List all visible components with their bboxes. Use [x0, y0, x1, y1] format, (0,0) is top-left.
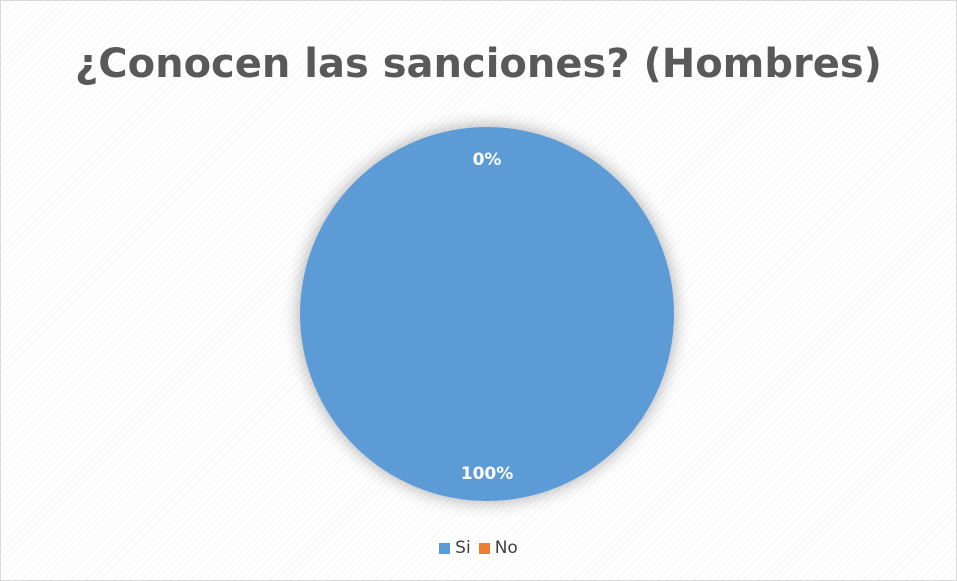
legend-item-no: No — [478, 538, 518, 558]
legend-label-si: Si — [455, 538, 471, 558]
data-label-no: 0% — [473, 150, 502, 170]
legend-swatch-si — [439, 542, 451, 554]
legend: Si No — [1, 538, 956, 558]
pie-slice-si — [300, 127, 674, 501]
legend-item-si: Si — [439, 538, 471, 558]
legend-label-no: No — [494, 538, 518, 558]
legend-swatch-no — [478, 542, 490, 554]
chart-title: ¿Conocen las sanciones? (Hombres) — [75, 41, 882, 87]
data-label-si: 100% — [461, 464, 514, 484]
